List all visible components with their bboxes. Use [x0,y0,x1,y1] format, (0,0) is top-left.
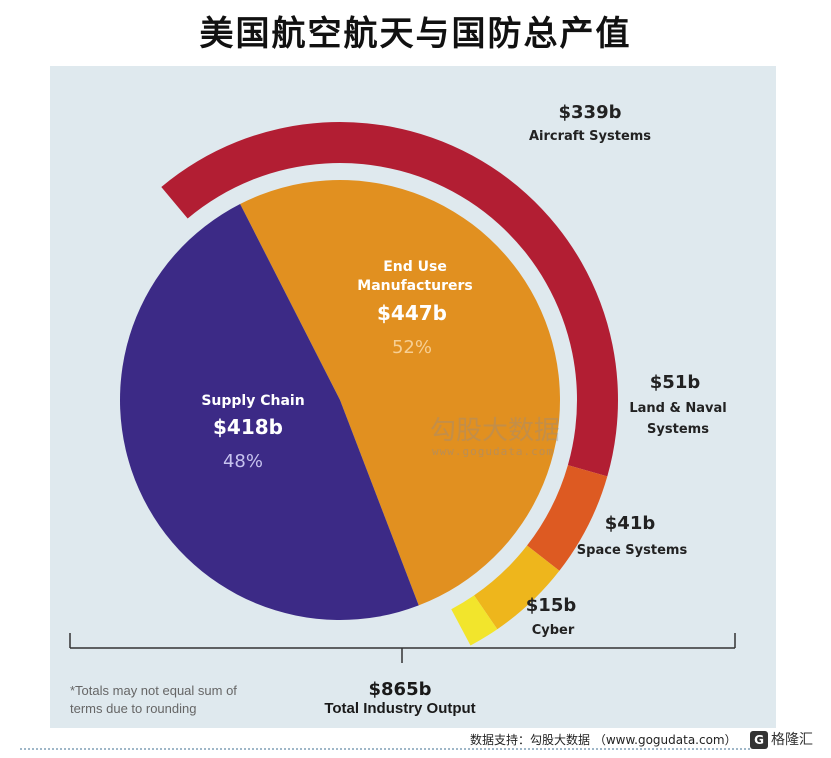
watermark-url: www.gogudata.com [432,445,554,458]
land-naval-label-line2: Systems [647,422,709,437]
brand-text: 格隆汇 [771,732,813,748]
source-note: 数据支持：勾股大数据 （www.gogudata.com） [470,733,737,747]
supply-chain-percent: 48% [223,451,263,472]
end-use-value: $447b [377,301,447,325]
inner-pie [120,179,561,620]
total-value: $865b [368,679,432,700]
footnote: *Totals may not equal sum of terms due t… [70,683,237,716]
end-use-label-line1: End Use [383,259,447,275]
pie-slice-supply-chain [120,203,419,620]
divider [20,748,750,750]
space-label: Space Systems [577,543,688,558]
supply-chain-label: Supply Chain [201,393,304,409]
chart-title: 美国航空航天与国防总产值 [199,14,632,54]
supply-chain-value: $418b [213,415,283,439]
pie-slice-end-use [240,179,561,606]
ring-segment-space [474,545,560,630]
cyber-value: $15b [526,595,577,616]
ring-segment-cyber [451,595,498,646]
ring-segment-land-naval [527,465,608,571]
watermark-text: 勾股大数据 [430,416,561,446]
end-use-percent: 52% [392,337,432,358]
outer-ring [161,121,618,646]
brand-logo: G 格隆汇 [750,728,828,752]
brand-icon: G [750,731,768,749]
aircraft-label: Aircraft Systems [529,129,651,144]
land-naval-label-line1: Land & Naval [629,401,726,416]
space-value: $41b [605,513,656,534]
land-naval-value: $51b [650,372,701,393]
total-label: Total Industry Output [324,700,476,717]
cyber-label: Cyber [532,623,575,638]
total-bracket [69,633,736,663]
ring-segment-aircraft [161,121,618,477]
aircraft-value: $339b [559,102,622,123]
end-use-label-line2: Manufacturers [357,278,472,294]
